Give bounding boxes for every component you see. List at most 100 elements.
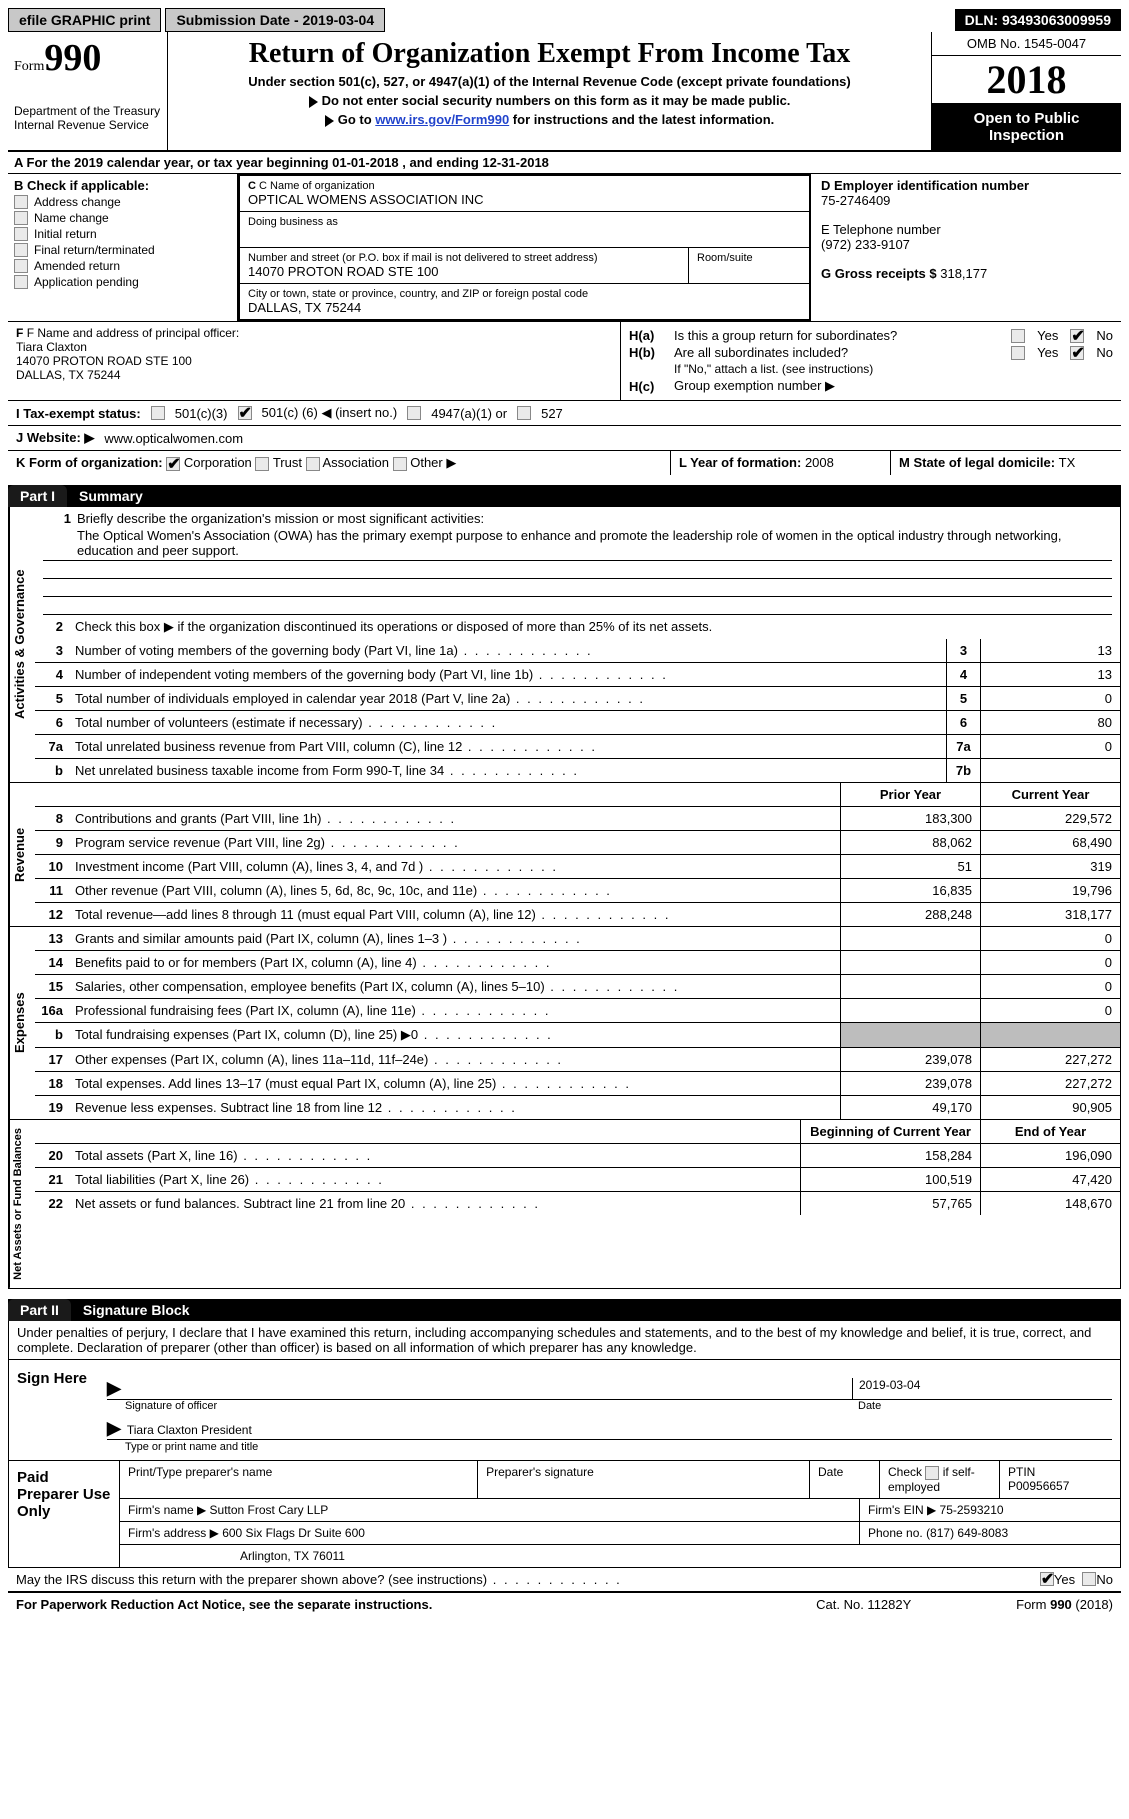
line-desc: Total number of individuals employed in … [69, 687, 946, 710]
k-association[interactable] [306, 457, 320, 471]
prior-value: 57,765 [800, 1192, 980, 1215]
e-phone-value: (972) 233-9107 [821, 237, 1111, 252]
c-name-label: C C Name of organization [248, 180, 801, 192]
current-value: 0 [980, 927, 1120, 950]
form-subtitle: Under section 501(c), 527, or 4947(a)(1)… [178, 74, 921, 89]
chk-initial-return[interactable] [14, 227, 28, 241]
line1-lead: Briefly describe the organization's miss… [77, 511, 484, 526]
hb-no[interactable] [1070, 346, 1084, 360]
l-value: 2008 [805, 455, 834, 470]
line-desc: Total assets (Part X, line 16) [69, 1144, 800, 1167]
e-phone-label: E Telephone number [821, 222, 1111, 237]
discuss-no[interactable] [1082, 1572, 1096, 1586]
ha-yes[interactable] [1011, 329, 1025, 343]
firm-ein-label: Firm's EIN ▶ [868, 1503, 940, 1517]
k-label: K Form of organization: [16, 455, 163, 470]
f-officer-label: F F Name and address of principal office… [16, 326, 612, 340]
discuss-yes[interactable] [1040, 1572, 1054, 1586]
line1-num: 1 [43, 511, 77, 526]
current-value: 319 [980, 855, 1120, 878]
d-ein-value: 75-2746409 [821, 193, 1111, 208]
side-net-assets: Net Assets or Fund Balances [9, 1120, 35, 1288]
prior-value: 158,284 [800, 1144, 980, 1167]
k-trust[interactable] [255, 457, 269, 471]
omb-number: OMB No. 1545-0047 [932, 32, 1121, 56]
ha-text: Is this a group return for subordinates? [674, 328, 1011, 343]
line-value: 0 [980, 735, 1120, 758]
dln-label: DLN: 93493063009959 [955, 9, 1121, 31]
mission-blank-3 [43, 597, 1112, 615]
part1-header: Part I Summary [8, 485, 1121, 507]
current-value: 318,177 [980, 903, 1120, 926]
line-value [980, 759, 1120, 782]
current-value: 90,905 [980, 1096, 1120, 1119]
chk-application-pending[interactable] [14, 275, 28, 289]
hdr-current-year: Current Year [980, 783, 1120, 806]
f-officer-addr1: 14070 PROTON ROAD STE 100 [16, 354, 612, 368]
chk-self-employed[interactable] [925, 1466, 939, 1480]
chk-final-return[interactable] [14, 243, 28, 257]
chk-address-change[interactable] [14, 195, 28, 209]
hb-label: H(b) [629, 345, 674, 360]
j-label: J Website: ▶ [16, 430, 94, 446]
line-value: 0 [980, 687, 1120, 710]
g-gross-label: G Gross receipts $ [821, 266, 940, 281]
k-corporation[interactable] [166, 457, 180, 471]
part2-title: Signature Block [71, 1299, 202, 1321]
officer-name-title: Tiara Claxton President [127, 1423, 252, 1437]
submission-date: Submission Date - 2019-03-04 [165, 8, 385, 32]
ha-no[interactable] [1070, 329, 1084, 343]
i-501c3[interactable] [151, 406, 165, 420]
line-num: 10 [35, 855, 69, 878]
side-expenses: Expenses [9, 927, 35, 1119]
current-value: 0 [980, 999, 1120, 1022]
room-label: Room/suite [697, 252, 801, 264]
chk-amended[interactable] [14, 259, 28, 273]
hdr-end-year: End of Year [980, 1120, 1120, 1143]
line-cellnum: 7b [946, 759, 980, 782]
form-header: Form990 Department of the Treasury Inter… [8, 32, 1121, 152]
current-value: 0 [980, 975, 1120, 998]
k-other[interactable] [393, 457, 407, 471]
f-officer-name: Tiara Claxton [16, 340, 612, 354]
d-ein-label: D Employer identification number [821, 178, 1111, 193]
i-4947[interactable] [407, 406, 421, 420]
line-num: 7a [35, 735, 69, 758]
hdr-begin-year: Beginning of Current Year [800, 1120, 980, 1143]
hc-label: H(c) [629, 379, 674, 394]
line-num: 17 [35, 1048, 69, 1071]
current-value: 19,796 [980, 879, 1120, 902]
footer-catno: Cat. No. 11282Y [816, 1597, 1016, 1612]
mission-text: The Optical Women's Association (OWA) ha… [43, 526, 1112, 561]
i-527[interactable] [517, 406, 531, 420]
line-desc: Investment income (Part VIII, column (A)… [69, 855, 840, 878]
part2-tab: Part II [8, 1299, 71, 1321]
org-name: OPTICAL WOMENS ASSOCIATION INC [248, 192, 801, 207]
form-label-small: Form [14, 59, 44, 74]
city-label: City or town, state or province, country… [248, 288, 801, 300]
irs-link[interactable]: www.irs.gov/Form990 [375, 112, 509, 127]
open-public-2: Inspection [936, 127, 1117, 144]
j-website: www.opticalwomen.com [104, 431, 243, 446]
chk-name-change[interactable] [14, 211, 28, 225]
city-value: DALLAS, TX 75244 [248, 300, 801, 315]
line-num: 12 [35, 903, 69, 926]
line-desc: Professional fundraising fees (Part IX, … [69, 999, 840, 1022]
line-desc: Revenue less expenses. Subtract line 18 … [69, 1096, 840, 1119]
i-501c[interactable] [238, 406, 252, 420]
line-desc: Salaries, other compensation, employee b… [69, 975, 840, 998]
line-desc: Other expenses (Part IX, column (A), lin… [69, 1048, 840, 1071]
current-value [980, 1023, 1120, 1047]
line-desc: Net assets or fund balances. Subtract li… [69, 1192, 800, 1215]
efile-button[interactable]: efile GRAPHIC print [8, 8, 161, 32]
dba-value [248, 228, 801, 243]
hb-yes[interactable] [1011, 346, 1025, 360]
dba-label: Doing business as [248, 216, 801, 228]
arrow-icon: ▶ [107, 1378, 121, 1398]
line-desc: Total revenue—add lines 8 through 11 (mu… [69, 903, 840, 926]
sig-officer-sublabel: Signature of officer [107, 1400, 852, 1412]
f-officer-addr2: DALLAS, TX 75244 [16, 368, 612, 382]
prior-value: 239,078 [840, 1072, 980, 1095]
lbl-name-change: Name change [34, 211, 109, 225]
line-desc: Total liabilities (Part X, line 26) [69, 1168, 800, 1191]
